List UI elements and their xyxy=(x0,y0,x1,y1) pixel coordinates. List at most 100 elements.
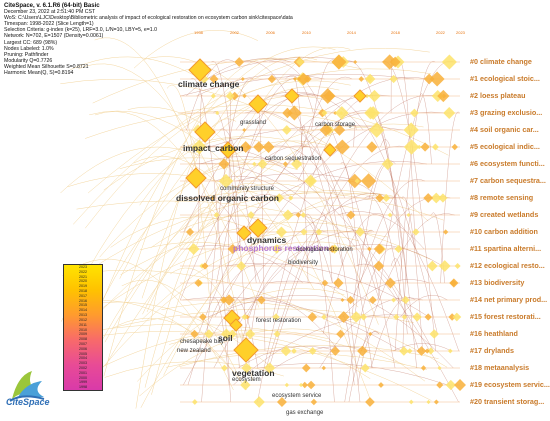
keyword-node xyxy=(334,106,349,120)
keyword-node xyxy=(406,212,411,218)
node-label-ecosystem[interactable]: ecosystem xyxy=(232,377,261,383)
cluster-label[interactable]: #4 soil organic car... xyxy=(470,125,539,134)
background-link xyxy=(151,46,351,395)
node-label-carbon-storage[interactable]: carbon storage xyxy=(315,122,356,128)
major-keyword-node xyxy=(194,121,216,143)
background-link xyxy=(139,328,344,397)
background-link xyxy=(121,279,242,383)
co-occurrence-link xyxy=(235,173,360,182)
keyword-node xyxy=(307,312,318,322)
co-occurrence-link xyxy=(431,212,445,284)
cluster-label[interactable]: #6 ecosystem functi... xyxy=(470,159,545,168)
keyword-node xyxy=(365,397,375,407)
keyword-node xyxy=(354,178,360,184)
background-link xyxy=(84,110,342,139)
node-label-soil[interactable]: soil xyxy=(218,333,233,343)
node-label-chesapeake-bay[interactable]: chesapeake bay xyxy=(180,339,224,345)
cluster-label[interactable]: #10 carbon addition xyxy=(470,227,538,236)
cluster-label[interactable]: #13 biodiversity xyxy=(470,278,525,287)
co-occurrence-link xyxy=(288,212,333,284)
co-occurrence-link xyxy=(331,179,460,352)
keyword-node xyxy=(438,193,448,203)
keyword-node xyxy=(364,93,370,99)
keyword-node xyxy=(423,73,435,85)
keyword-node xyxy=(382,193,391,203)
keyword-node xyxy=(252,161,257,167)
cluster-label[interactable]: #2 loess plateau xyxy=(470,91,526,100)
node-label-grassland[interactable]: grassland xyxy=(240,120,267,126)
year-tick: 1998 xyxy=(194,30,203,35)
info-line: CiteSpace, v. 6.1.R6 (64-bit) Basic xyxy=(4,3,100,9)
node-label-phosphorus-restoration[interactable]: phosphorus restoration xyxy=(233,243,329,253)
keyword-node xyxy=(297,72,310,86)
keyword-node xyxy=(368,295,377,305)
cluster-label[interactable]: #8 remote sensing xyxy=(470,193,534,202)
node-label-community-structure[interactable]: community structure xyxy=(220,186,275,192)
co-occurrence-link xyxy=(344,247,398,403)
cluster-label[interactable]: #18 metaanalysis xyxy=(470,363,530,372)
node-label-gas-exchange[interactable]: gas exchange xyxy=(286,410,324,416)
node-label-impact-carbon[interactable]: impact_carbon xyxy=(183,143,244,153)
cluster-label[interactable]: #11 spartina alterni... xyxy=(470,244,542,253)
keyword-node xyxy=(331,54,347,70)
timeline-year-axis: 1998 2002 2006 2010 2014 2018 2022 2023 xyxy=(0,30,550,38)
keyword-node xyxy=(228,329,237,339)
cluster-label[interactable]: #16 heathland xyxy=(470,329,518,338)
background-link xyxy=(78,331,432,401)
keyword-node xyxy=(240,76,245,82)
cluster-label[interactable]: #17 drylands xyxy=(470,346,514,355)
node-label-climate-change[interactable]: climate change xyxy=(178,79,240,89)
cluster-label[interactable]: #20 transient storag... xyxy=(470,397,545,406)
node-label-vegetation[interactable]: vegetation xyxy=(232,368,275,378)
keyword-node xyxy=(185,227,195,237)
node-label-carbon-sequestration[interactable]: carbon sequestration xyxy=(265,156,322,162)
year-color-legend: 2023 2022 2021 2020 2019 2018 2017 2016 2015 2014… xyxy=(63,264,103,391)
keyword-node xyxy=(358,76,365,82)
keyword-node xyxy=(257,158,268,170)
co-occurrence-link xyxy=(186,245,304,284)
cluster-label[interactable]: #7 carbon sequestra... xyxy=(470,176,546,185)
node-label-dissolved-organic[interactable]: dissolved organic carbon xyxy=(176,193,279,203)
cluster-label[interactable]: #12 ecological resto... xyxy=(470,261,545,270)
background-link xyxy=(85,80,351,229)
cluster-label[interactable]: #14 net primary prod... xyxy=(470,295,548,304)
keyword-node xyxy=(384,277,396,289)
node-label-dynamics[interactable]: dynamics xyxy=(247,235,287,245)
keyword-node xyxy=(426,399,431,405)
keyword-node xyxy=(368,89,381,103)
citespace-logo-text: CiteSpace xyxy=(6,397,50,407)
cluster-label[interactable]: #9 created wetlands xyxy=(470,210,539,219)
co-occurrence-link xyxy=(337,211,425,250)
keyword-node xyxy=(389,74,398,84)
legend-year: 2009 xyxy=(79,332,87,337)
cluster-label[interactable]: #0 climate change xyxy=(470,57,532,66)
cluster-label[interactable]: #1 ecological stoic... xyxy=(470,74,540,83)
legend-year: 2004 xyxy=(79,356,87,361)
node-label-new-zealand[interactable]: new zealand xyxy=(177,348,211,354)
keyword-node xyxy=(257,295,266,305)
keyword-node xyxy=(301,363,311,373)
node-label-forest-restoration[interactable]: forest restoration xyxy=(256,318,302,324)
legend-year: 2003 xyxy=(79,361,87,366)
co-occurrence-link xyxy=(355,263,420,352)
cluster-label[interactable]: #5 ecological indic... xyxy=(470,142,540,151)
node-label-biodiversity[interactable]: biodiversity xyxy=(288,260,319,266)
keyword-node xyxy=(437,365,442,371)
keyword-node xyxy=(353,59,358,65)
cluster-label[interactable]: #3 grazing exclusio... xyxy=(470,108,543,117)
keyword-node xyxy=(282,209,294,221)
keyword-node xyxy=(333,277,344,289)
legend-year: 2021 xyxy=(79,274,87,279)
node-label-ecosystem-service[interactable]: ecosystem service xyxy=(272,393,322,399)
keyword-node xyxy=(225,91,235,101)
co-occurrence-link xyxy=(238,247,302,352)
node-label-ecological-restoration[interactable]: ecological restoration xyxy=(296,247,353,253)
keyword-node xyxy=(412,312,422,322)
cluster-label[interactable]: #19 ecosystem servic... xyxy=(470,380,550,389)
co-occurrence-link xyxy=(266,280,454,369)
cluster-label[interactable]: #15 forest restorati... xyxy=(470,312,541,321)
background-link xyxy=(140,192,394,408)
background-link xyxy=(87,183,302,367)
background-link xyxy=(94,111,260,308)
